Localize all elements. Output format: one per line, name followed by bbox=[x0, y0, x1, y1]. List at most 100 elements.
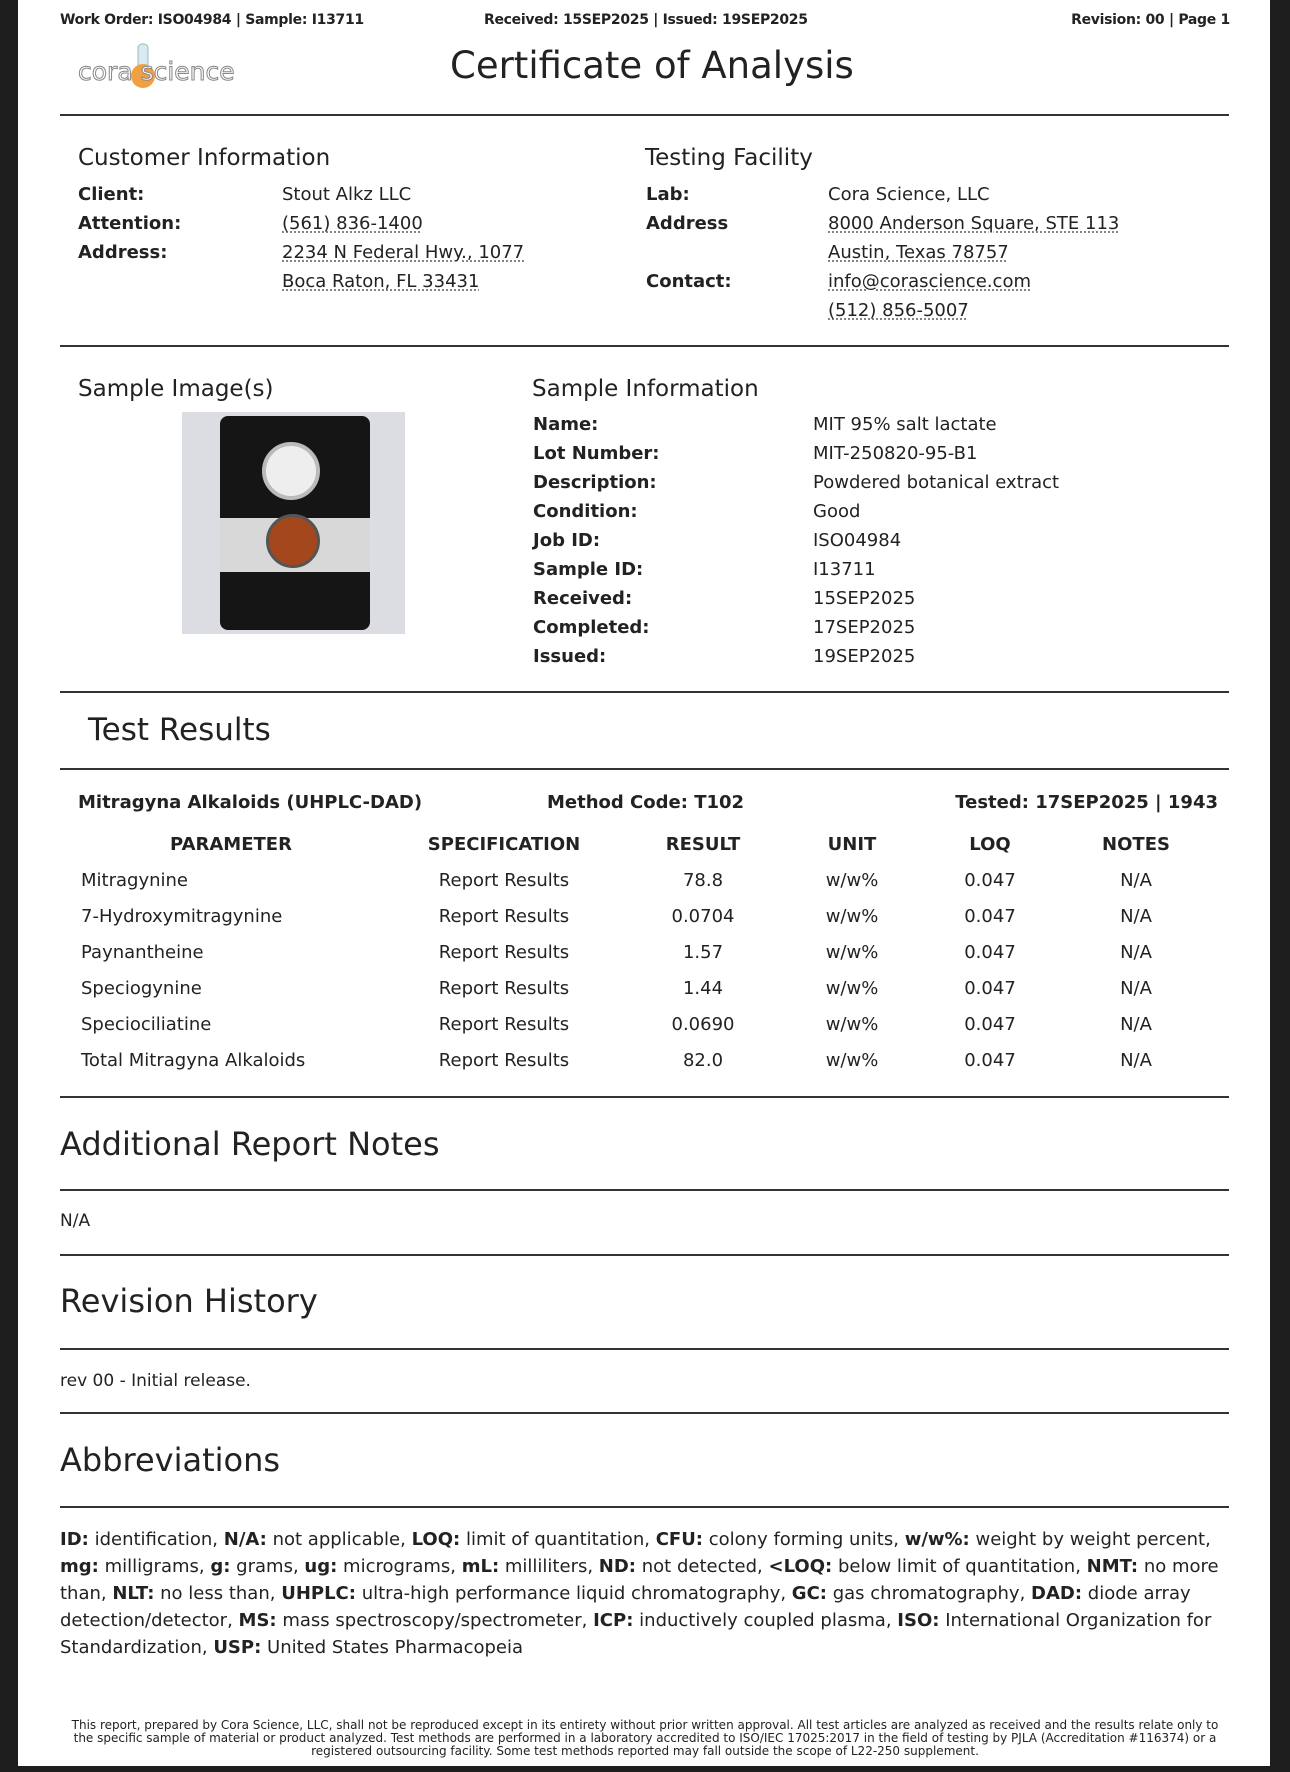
abbreviation-definition: below limit of quantitation bbox=[837, 1556, 1076, 1577]
result-cell: 0.047 bbox=[964, 870, 1016, 891]
panel-name: Mitragyna Alkaloids (UHPLC-DAD) bbox=[78, 792, 423, 813]
notes-text: N/A bbox=[60, 1211, 91, 1231]
column-header-unit: UNIT bbox=[827, 834, 877, 855]
result-cell: N/A bbox=[1120, 1050, 1152, 1071]
certificate-page: Work Order: ISO04984 | Sample: I13711 Re… bbox=[18, 0, 1270, 1766]
result-cell: Report Results bbox=[438, 942, 570, 963]
abbreviation-definition: colony forming units bbox=[708, 1529, 894, 1550]
abbreviation-definition: micrograms bbox=[343, 1556, 451, 1577]
result-parameter: Mitragynine bbox=[81, 870, 188, 891]
abbreviation-term: mg: bbox=[60, 1556, 99, 1577]
column-header-loq: LOQ bbox=[969, 834, 1011, 855]
abbreviation-term: CFU: bbox=[655, 1529, 704, 1550]
abbreviation-definition: grams bbox=[236, 1556, 293, 1577]
abbreviation-definition: mass spectroscopy/spectrometer bbox=[282, 1610, 582, 1631]
result-cell: 0.0704 bbox=[671, 906, 735, 927]
result-cell: w/w% bbox=[825, 942, 879, 963]
facility-label: Contact: bbox=[646, 271, 732, 292]
sample-info-value: ISO04984 bbox=[813, 530, 902, 551]
sample-info-value: Powdered botanical extract bbox=[813, 472, 1060, 493]
footer-disclaimer: This report, prepared by Cora Science, L… bbox=[71, 1718, 1219, 1758]
abbreviation-term: N/A: bbox=[223, 1529, 267, 1550]
abbreviation-term: ug: bbox=[304, 1556, 338, 1577]
customer-value: (561) 836-1400 bbox=[282, 213, 423, 234]
notes-heading: Additional Report Notes bbox=[60, 1125, 440, 1163]
result-cell: 0.047 bbox=[964, 1014, 1016, 1035]
abbreviations-heading: Abbreviations bbox=[60, 1441, 281, 1479]
abbreviation-term: mL: bbox=[461, 1556, 500, 1577]
customer-label: Client: bbox=[78, 184, 145, 205]
abbreviation-term: ID: bbox=[60, 1529, 89, 1550]
facility-label: Address bbox=[646, 213, 729, 234]
result-cell: N/A bbox=[1120, 978, 1152, 999]
facility-label: Lab: bbox=[646, 184, 690, 205]
abbreviation-term: <LOQ: bbox=[768, 1556, 833, 1577]
revision-heading: Revision History bbox=[60, 1282, 318, 1320]
abbreviation-definition: milliliters bbox=[504, 1556, 588, 1577]
result-cell: N/A bbox=[1120, 870, 1152, 891]
result-cell: w/w% bbox=[825, 1014, 879, 1035]
test-results-heading: Test Results bbox=[88, 712, 271, 748]
result-cell: w/w% bbox=[825, 978, 879, 999]
column-header-notes: NOTES bbox=[1102, 834, 1170, 855]
abbreviation-definition: ultra-high performance liquid chromatogr… bbox=[361, 1583, 781, 1604]
facility-value: Cora Science, LLC bbox=[828, 184, 990, 205]
column-header-specification: SPECIFICATION bbox=[427, 834, 581, 855]
abbreviation-definition: not detected bbox=[641, 1556, 758, 1577]
sample-info-heading: Sample Information bbox=[532, 376, 759, 402]
abbreviation-definition: milligrams bbox=[104, 1556, 199, 1577]
abbreviation-definition: no less than bbox=[160, 1583, 270, 1604]
abbreviation-term: ISO: bbox=[897, 1610, 940, 1631]
abbreviation-definition: United States Pharmacopeia bbox=[267, 1637, 524, 1658]
abbreviation-definition: not applicable bbox=[272, 1529, 401, 1550]
customer-value: Stout Alkz LLC bbox=[282, 184, 412, 205]
result-parameter: Paynantheine bbox=[81, 942, 204, 963]
abbreviation-term: NLT: bbox=[112, 1583, 155, 1604]
result-cell: Report Results bbox=[438, 906, 570, 927]
sample-info-value: 19SEP2025 bbox=[813, 646, 916, 667]
abbreviation-term: ND: bbox=[598, 1556, 637, 1577]
facility-value: info@corascience.com bbox=[828, 271, 1031, 292]
sample-info-value: I13711 bbox=[813, 559, 876, 580]
result-parameter: Speciociliatine bbox=[81, 1014, 212, 1035]
abbreviation-definition: gas chromatography bbox=[832, 1583, 1020, 1604]
sample-info-value: 15SEP2025 bbox=[813, 588, 916, 609]
abbreviation-term: MS: bbox=[238, 1610, 277, 1631]
result-cell: w/w% bbox=[825, 1050, 879, 1071]
result-cell: 1.57 bbox=[682, 942, 724, 963]
customer-label: Address: bbox=[78, 242, 168, 263]
abbreviation-definition: no more than bbox=[60, 1556, 1219, 1604]
column-header-result: RESULT bbox=[665, 834, 741, 855]
abbreviation-term: USP: bbox=[213, 1637, 262, 1658]
result-cell: 0.047 bbox=[964, 978, 1016, 999]
result-cell: N/A bbox=[1120, 906, 1152, 927]
sample-info-value: MIT-250820-95-B1 bbox=[813, 443, 978, 464]
result-cell: w/w% bbox=[825, 906, 879, 927]
abbreviation-term: ICP: bbox=[593, 1610, 634, 1631]
document-title: Certificate of Analysis bbox=[450, 44, 854, 87]
result-cell: N/A bbox=[1120, 942, 1152, 963]
result-cell: 0.047 bbox=[964, 942, 1016, 963]
result-cell: Report Results bbox=[438, 1050, 570, 1071]
abbreviation-definition: weight by weight percent bbox=[975, 1529, 1206, 1550]
cora-science-logo: cora science bbox=[76, 42, 266, 92]
customer-value: 2234 N Federal Hwy., 1077 bbox=[282, 242, 525, 263]
sample-info-value: MIT 95% salt lactate bbox=[813, 414, 997, 435]
sample-info-label: Lot Number: bbox=[533, 443, 660, 464]
abbreviation-definition: International Organization for Standardi… bbox=[60, 1610, 1212, 1658]
sample-info-value: Good bbox=[813, 501, 861, 522]
sample-info-label: Job ID: bbox=[533, 530, 601, 551]
sample-info-value: 17SEP2025 bbox=[813, 617, 916, 638]
customer-label: Attention: bbox=[78, 213, 182, 234]
svg-text:cora science: cora science bbox=[78, 57, 235, 86]
sample-info-label: Name: bbox=[533, 414, 599, 435]
tested-date: Tested: 17SEP2025 | 1943 bbox=[955, 792, 1218, 813]
abbreviation-definition: inductively coupled plasma bbox=[639, 1610, 886, 1631]
result-cell: 82.0 bbox=[682, 1050, 724, 1071]
abbreviation-definition: limit of quantitation bbox=[465, 1529, 645, 1550]
sample-photo bbox=[182, 412, 405, 634]
facility-value: 8000 Anderson Square, STE 113 bbox=[828, 213, 1120, 234]
abbreviation-definition: diode array detection/detector bbox=[60, 1583, 1191, 1631]
sample-info-label: Description: bbox=[533, 472, 657, 493]
sample-info-label: Received: bbox=[533, 588, 633, 609]
